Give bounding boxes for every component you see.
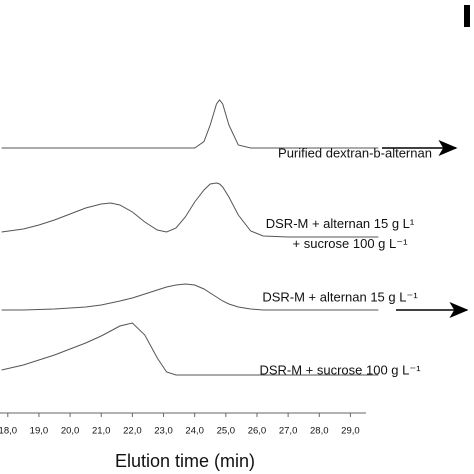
x-tick-label: 19,0 (30, 426, 49, 437)
trace (1, 182, 379, 238)
x-tick-label: 22,0 (123, 426, 142, 437)
panel-letter-fragment (464, 5, 470, 27)
x-tick-label: 18,0 (0, 426, 17, 437)
x-tick-label: 25,0 (217, 426, 236, 437)
x-tick-label: 28,0 (310, 426, 329, 437)
x-tick-label: 24,0 (185, 426, 204, 437)
x-tick-label: 29,0 (341, 426, 360, 437)
trace (1, 283, 379, 311)
trace (1, 322, 379, 376)
x-tick-label: 21,0 (92, 426, 111, 437)
x-axis-title: Elution time (min) (115, 451, 255, 471)
x-tick-label: 23,0 (154, 426, 173, 437)
trace (1, 99, 379, 149)
trace-label: Purified dextran-b-alternan (278, 145, 432, 160)
trace-label: DSR-M + sucrose 100 g L⁻¹ (259, 362, 421, 377)
x-tick-label: 20,0 (61, 426, 80, 437)
x-tick-label: 26,0 (248, 426, 267, 437)
trace-label: DSR-M + alternan 15 g L¹ + sucrose 100 g … (266, 216, 415, 251)
x-tick-label: 27,0 (279, 426, 298, 437)
trace-label: DSR-M + alternan 15 g L⁻¹ (262, 289, 418, 304)
